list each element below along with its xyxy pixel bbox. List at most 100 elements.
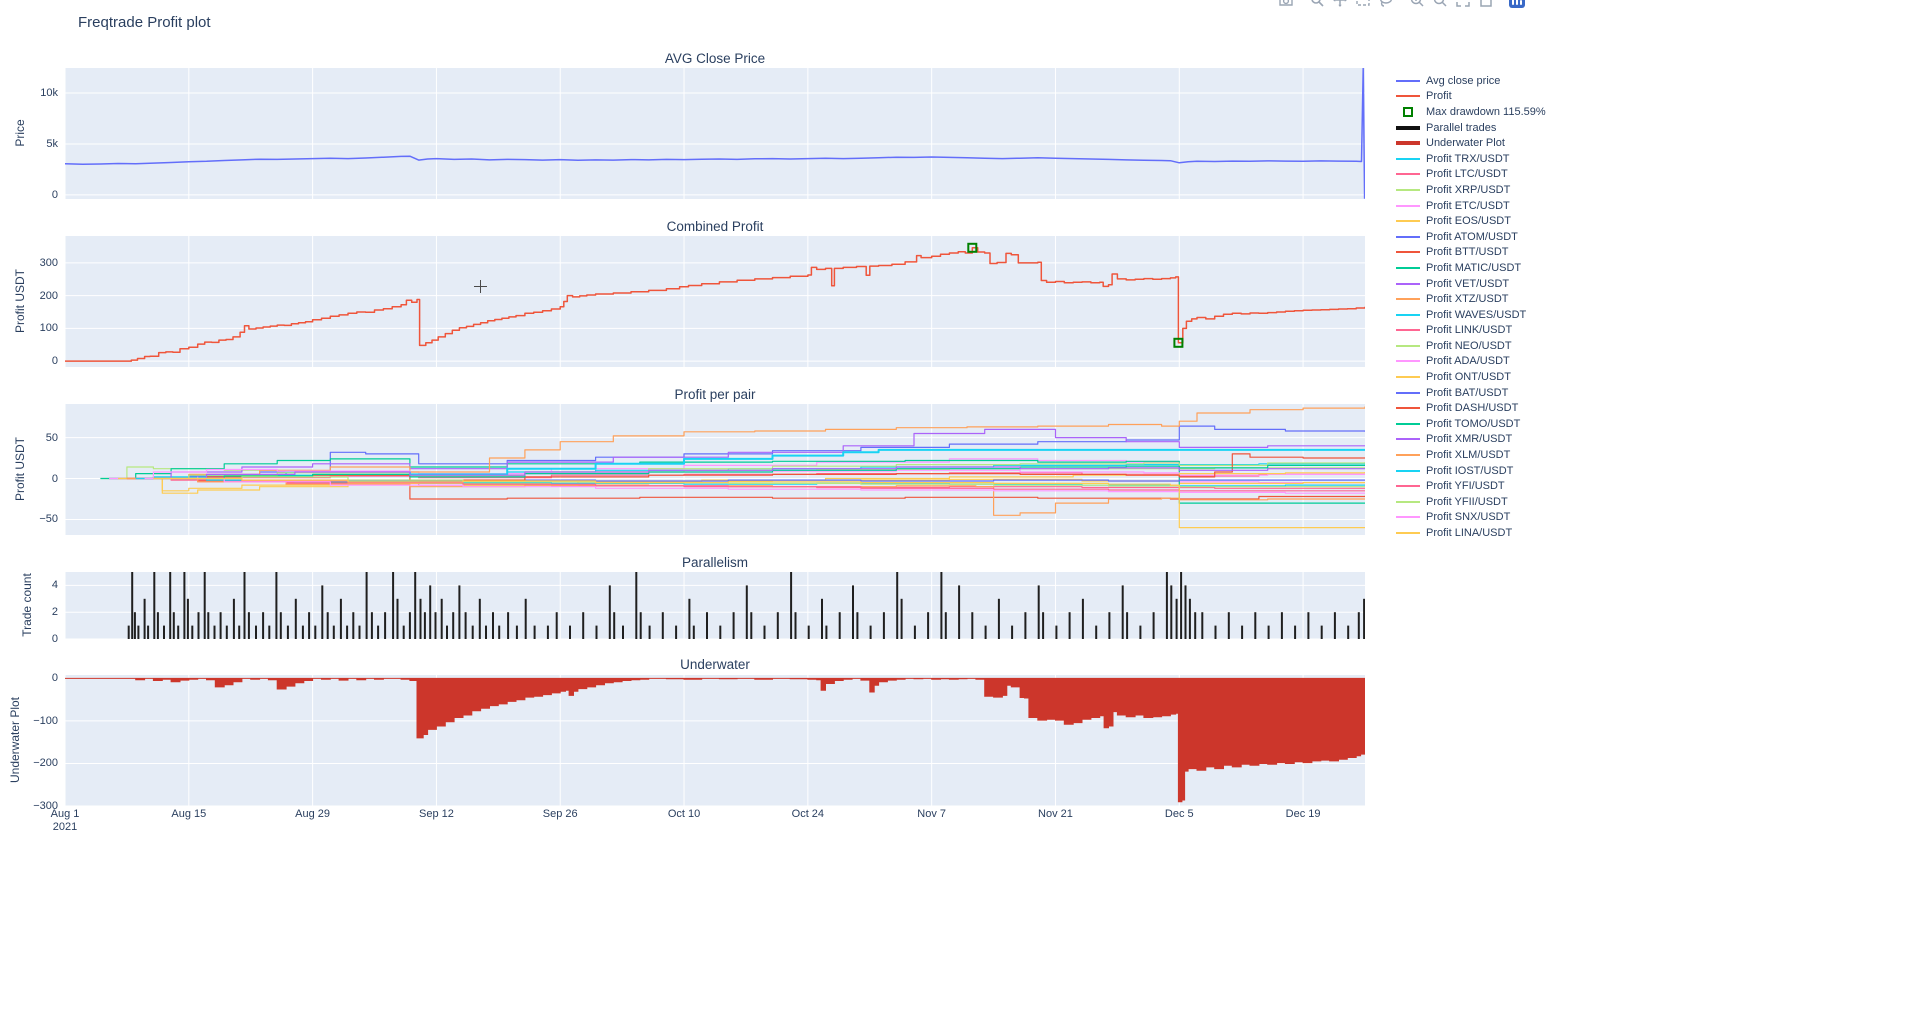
x-tick-label: Aug 29	[295, 808, 331, 820]
legend-sample-icon	[1396, 79, 1420, 82]
legend-sample-icon	[1396, 106, 1420, 117]
panel-avg-close-price[interactable]	[64, 67, 1366, 204]
legend-label: Profit XTZ/USDT	[1426, 293, 1509, 306]
y-tick-label: −300	[33, 800, 58, 812]
plotly-logo[interactable]	[1508, 0, 1526, 9]
legend-entry-profit-ltc-usdt[interactable]: Profit LTC/USDT	[1396, 167, 1546, 183]
legend-sample-icon	[1396, 532, 1420, 535]
plotly-modebar	[1277, 0, 1526, 9]
legend-sample-icon	[1396, 125, 1420, 130]
download-plot-camera-icon[interactable]	[1277, 0, 1295, 9]
legend-label: Max drawdown 115.59%	[1426, 105, 1546, 118]
y-tick-label: −50	[39, 513, 58, 526]
legend-entry-profit-ada-usdt[interactable]: Profit ADA/USDT	[1396, 354, 1546, 370]
panel-parallelism[interactable]	[64, 572, 1366, 644]
box-select-icon[interactable]	[1354, 0, 1372, 9]
y-axis-label-profit-usdt-2: Profit USDT	[13, 436, 27, 502]
panel-title-parallelism: Parallelism	[681, 555, 749, 570]
legend-label: Profit NEO/USDT	[1426, 339, 1512, 352]
zoom-in-icon[interactable]	[1408, 0, 1426, 9]
pan-icon[interactable]	[1331, 0, 1349, 9]
legend-sample-icon	[1396, 266, 1420, 269]
lasso-select-icon[interactable]	[1377, 0, 1395, 9]
legend-entry-profit-ont-usdt[interactable]: Profit ONT/USDT	[1396, 369, 1546, 385]
legend-sample-icon	[1396, 438, 1420, 441]
legend-label: Profit DASH/USDT	[1426, 402, 1519, 415]
legend-entry-profit-vet-usdt[interactable]: Profit VET/USDT	[1396, 276, 1546, 292]
legend-sample-icon	[1396, 141, 1420, 146]
legend-entry-profit-eos-usdt[interactable]: Profit EOS/USDT	[1396, 213, 1546, 229]
legend-sample-icon	[1396, 407, 1420, 410]
panel-profit-per-pair[interactable]	[64, 404, 1366, 540]
x-tick-label: Aug 15	[171, 808, 207, 820]
zoom-out-icon[interactable]	[1431, 0, 1449, 9]
autoscale-icon[interactable]	[1454, 0, 1472, 9]
legend-label: Profit TOMO/USDT	[1426, 417, 1521, 430]
legend-entry-profit-snx-usdt[interactable]: Profit SNX/USDT	[1396, 510, 1546, 526]
panel-title-combined-profit: Combined Profit	[666, 219, 764, 234]
legend-label: Profit BTT/USDT	[1426, 246, 1509, 259]
legend-entry-profit-matic-usdt[interactable]: Profit MATIC/USDT	[1396, 260, 1546, 276]
legend-entry-profit-dash-usdt[interactable]: Profit DASH/USDT	[1396, 400, 1546, 416]
legend-entry-max-drawdown-115-59-[interactable]: Max drawdown 115.59%	[1396, 104, 1546, 120]
legend-entry-profit-link-usdt[interactable]: Profit LINK/USDT	[1396, 323, 1546, 339]
legend-entry-profit-xlm-usdt[interactable]: Profit XLM/USDT	[1396, 447, 1546, 463]
legend-sample-icon	[1396, 500, 1420, 503]
legend-entry-profit-iost-usdt[interactable]: Profit IOST/USDT	[1396, 463, 1546, 479]
x-tick-label: Dec 5	[1164, 808, 1194, 820]
legend-label: Profit TRX/USDT	[1426, 152, 1510, 165]
legend-label: Profit BAT/USDT	[1426, 386, 1509, 399]
x-tick-label: Sep 12	[418, 808, 454, 820]
x-axis-year-label: 2021	[52, 821, 78, 833]
legend-label: Profit ONT/USDT	[1426, 371, 1511, 384]
legend-entry-profit-lina-usdt[interactable]: Profit LINA/USDT	[1396, 525, 1546, 541]
legend-label: Profit WAVES/USDT	[1426, 308, 1527, 321]
legend-label: Profit LTC/USDT	[1426, 168, 1508, 181]
legend-entry-profit-yfi-usdt[interactable]: Profit YFI/USDT	[1396, 478, 1546, 494]
legend-label: Avg close price	[1426, 74, 1501, 87]
y-axis-label-underwater-plot: Underwater Plot	[8, 696, 22, 784]
legend-entry-profit-xtz-usdt[interactable]: Profit XTZ/USDT	[1396, 291, 1546, 307]
legend-entry-profit-trx-usdt[interactable]: Profit TRX/USDT	[1396, 151, 1546, 167]
legend-sample-icon	[1396, 469, 1420, 472]
y-tick-label: 200	[39, 289, 58, 302]
panel-underwater[interactable]	[64, 675, 1366, 811]
legend-label: Profit YFII/USDT	[1426, 495, 1508, 508]
legend-entry-profit-btt-usdt[interactable]: Profit BTT/USDT	[1396, 245, 1546, 261]
legend-entry-profit-bat-usdt[interactable]: Profit BAT/USDT	[1396, 385, 1546, 401]
x-tick-label: Sep 26	[542, 808, 578, 820]
legend-entry-profit[interactable]: Profit	[1396, 89, 1546, 105]
legend-label: Profit	[1426, 90, 1452, 103]
legend-entry-profit-xrp-usdt[interactable]: Profit XRP/USDT	[1396, 182, 1546, 198]
legend-sample-icon	[1396, 95, 1420, 98]
legend-sample-icon	[1396, 251, 1420, 254]
legend-label: Profit SNX/USDT	[1426, 511, 1511, 524]
legend-entry-profit-waves-usdt[interactable]: Profit WAVES/USDT	[1396, 307, 1546, 323]
legend-entry-profit-atom-usdt[interactable]: Profit ATOM/USDT	[1396, 229, 1546, 245]
legend-entry-underwater-plot[interactable]: Underwater Plot	[1396, 135, 1546, 151]
y-tick-label: 4	[51, 579, 58, 592]
legend-entry-profit-neo-usdt[interactable]: Profit NEO/USDT	[1396, 338, 1546, 354]
x-tick-label: Oct 24	[791, 808, 825, 820]
x-tick-label: Dec 19	[1285, 808, 1321, 820]
y-tick-label: −200	[33, 757, 58, 770]
legend-entry-parallel-trades[interactable]: Parallel trades	[1396, 120, 1546, 136]
panel-title-underwater: Underwater	[680, 657, 750, 672]
legend-entry-profit-tomo-usdt[interactable]: Profit TOMO/USDT	[1396, 416, 1546, 432]
legend-entry-profit-xmr-usdt[interactable]: Profit XMR/USDT	[1396, 432, 1546, 448]
y-tick-label: 100	[39, 322, 58, 335]
legend-entry-avg-close-price[interactable]: Avg close price	[1396, 73, 1546, 89]
y-tick-label: 2	[51, 606, 58, 619]
legend-sample-icon	[1396, 235, 1420, 238]
legend-entry-profit-etc-usdt[interactable]: Profit ETC/USDT	[1396, 198, 1546, 214]
legend-entry-profit-yfii-usdt[interactable]: Profit YFII/USDT	[1396, 494, 1546, 510]
zoom-icon[interactable]	[1308, 0, 1326, 9]
legend-label: Profit ETC/USDT	[1426, 199, 1510, 212]
legend-sample-icon	[1396, 282, 1420, 285]
reset-axes-icon[interactable]	[1477, 0, 1495, 9]
panel-combined-profit[interactable]	[64, 236, 1366, 372]
legend: Avg close price Profit Max drawdown 115.59…	[1396, 73, 1546, 541]
legend-sample-icon	[1396, 516, 1420, 519]
legend-sample-icon	[1396, 360, 1420, 363]
